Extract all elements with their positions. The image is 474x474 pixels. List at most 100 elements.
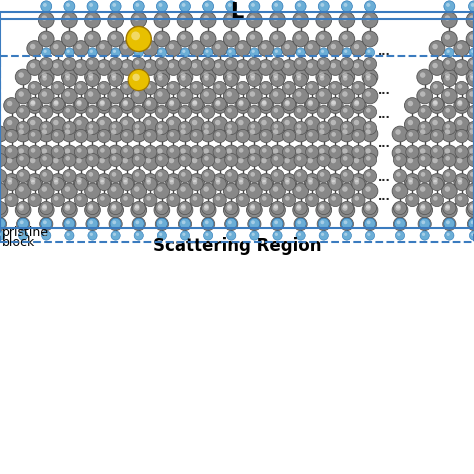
Circle shape bbox=[108, 69, 123, 85]
Circle shape bbox=[466, 12, 474, 28]
Circle shape bbox=[201, 57, 215, 71]
Circle shape bbox=[100, 100, 105, 105]
Circle shape bbox=[446, 3, 450, 7]
Circle shape bbox=[180, 186, 186, 192]
Circle shape bbox=[454, 173, 470, 189]
Circle shape bbox=[146, 180, 151, 185]
Circle shape bbox=[108, 126, 123, 142]
Circle shape bbox=[201, 73, 215, 87]
Circle shape bbox=[63, 57, 76, 71]
Circle shape bbox=[355, 148, 359, 153]
Circle shape bbox=[0, 145, 8, 161]
Circle shape bbox=[469, 148, 474, 154]
Circle shape bbox=[111, 186, 117, 192]
Circle shape bbox=[306, 177, 319, 191]
Circle shape bbox=[275, 50, 278, 53]
Circle shape bbox=[131, 202, 146, 218]
Circle shape bbox=[134, 231, 143, 240]
Circle shape bbox=[395, 231, 405, 240]
Circle shape bbox=[143, 117, 158, 132]
Circle shape bbox=[51, 146, 64, 159]
Circle shape bbox=[284, 177, 290, 182]
Circle shape bbox=[364, 57, 377, 71]
Circle shape bbox=[246, 183, 262, 199]
Circle shape bbox=[296, 91, 301, 97]
Circle shape bbox=[317, 105, 330, 118]
Circle shape bbox=[51, 97, 64, 110]
Circle shape bbox=[205, 233, 209, 236]
Circle shape bbox=[123, 180, 128, 185]
Circle shape bbox=[108, 12, 123, 28]
Circle shape bbox=[74, 82, 88, 95]
Circle shape bbox=[134, 129, 139, 135]
Circle shape bbox=[469, 91, 474, 97]
Circle shape bbox=[15, 183, 31, 199]
Circle shape bbox=[367, 220, 371, 224]
Circle shape bbox=[420, 205, 426, 211]
Circle shape bbox=[433, 196, 438, 201]
Circle shape bbox=[100, 63, 105, 68]
Circle shape bbox=[306, 82, 319, 95]
Circle shape bbox=[192, 101, 197, 106]
Circle shape bbox=[181, 204, 186, 209]
Circle shape bbox=[340, 154, 354, 167]
Circle shape bbox=[165, 155, 181, 170]
Circle shape bbox=[63, 121, 76, 135]
Circle shape bbox=[432, 158, 438, 163]
Circle shape bbox=[165, 173, 181, 189]
Circle shape bbox=[328, 155, 343, 170]
Circle shape bbox=[223, 88, 239, 104]
Circle shape bbox=[192, 84, 197, 89]
Circle shape bbox=[202, 1, 214, 12]
Circle shape bbox=[96, 117, 112, 132]
Circle shape bbox=[295, 1, 306, 12]
Circle shape bbox=[120, 177, 134, 191]
Circle shape bbox=[4, 173, 19, 189]
Circle shape bbox=[251, 220, 255, 224]
Circle shape bbox=[362, 31, 378, 47]
Circle shape bbox=[261, 101, 267, 106]
Circle shape bbox=[331, 196, 336, 201]
Circle shape bbox=[65, 48, 74, 57]
Circle shape bbox=[308, 196, 313, 201]
Circle shape bbox=[143, 60, 158, 75]
Circle shape bbox=[441, 12, 457, 28]
Circle shape bbox=[393, 201, 407, 215]
Circle shape bbox=[409, 132, 413, 137]
Circle shape bbox=[441, 126, 457, 142]
Circle shape bbox=[273, 205, 278, 211]
Circle shape bbox=[262, 84, 266, 89]
Circle shape bbox=[261, 120, 267, 125]
Circle shape bbox=[30, 158, 36, 163]
Circle shape bbox=[341, 218, 352, 229]
Circle shape bbox=[132, 169, 146, 182]
Circle shape bbox=[248, 121, 261, 135]
Circle shape bbox=[204, 220, 209, 225]
Circle shape bbox=[469, 48, 474, 57]
Circle shape bbox=[112, 156, 116, 161]
Circle shape bbox=[155, 169, 168, 182]
Circle shape bbox=[466, 202, 474, 218]
Circle shape bbox=[181, 76, 186, 81]
Circle shape bbox=[177, 145, 193, 161]
Circle shape bbox=[86, 169, 99, 182]
Circle shape bbox=[154, 202, 170, 218]
Circle shape bbox=[262, 180, 266, 185]
Circle shape bbox=[89, 76, 93, 81]
Circle shape bbox=[134, 205, 139, 211]
Circle shape bbox=[225, 218, 238, 231]
Circle shape bbox=[228, 220, 232, 224]
Circle shape bbox=[296, 34, 301, 40]
Circle shape bbox=[458, 196, 462, 201]
Circle shape bbox=[215, 44, 220, 49]
Circle shape bbox=[444, 1, 455, 12]
Circle shape bbox=[238, 120, 244, 125]
Circle shape bbox=[320, 3, 324, 7]
Circle shape bbox=[123, 100, 128, 105]
Circle shape bbox=[89, 172, 93, 177]
Circle shape bbox=[134, 15, 139, 21]
Circle shape bbox=[7, 177, 12, 182]
Circle shape bbox=[294, 121, 307, 135]
Circle shape bbox=[65, 204, 70, 209]
Circle shape bbox=[273, 204, 278, 209]
